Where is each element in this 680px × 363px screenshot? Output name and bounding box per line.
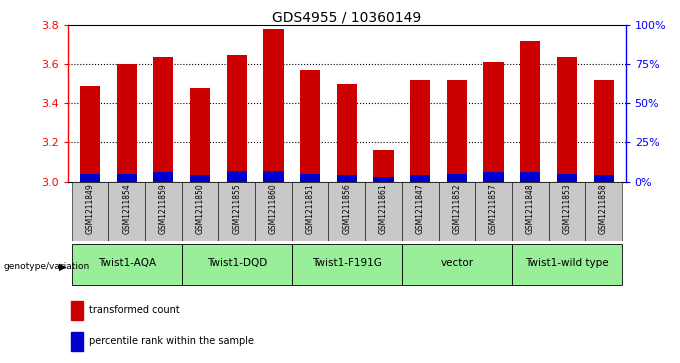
Text: Twist1-AQA: Twist1-AQA: [98, 258, 156, 268]
Bar: [255, 182, 292, 241]
Bar: [145, 182, 182, 241]
Bar: [116, 65, 137, 182]
Title: GDS4955 / 10360149: GDS4955 / 10360149: [272, 10, 422, 24]
Bar: [520, 172, 541, 182]
Text: genotype/variation: genotype/variation: [3, 262, 90, 271]
Text: GSM1211860: GSM1211860: [269, 183, 278, 234]
Text: Twist1-DQD: Twist1-DQD: [207, 258, 267, 268]
Text: GSM1211861: GSM1211861: [379, 183, 388, 234]
Bar: [337, 84, 357, 182]
Text: percentile rank within the sample: percentile rank within the sample: [88, 337, 254, 346]
Bar: [182, 244, 292, 285]
Bar: [153, 57, 173, 182]
Text: GSM1211851: GSM1211851: [305, 183, 315, 234]
Text: vector: vector: [440, 258, 473, 268]
Bar: [447, 174, 467, 182]
Bar: [263, 171, 284, 182]
Text: GSM1211853: GSM1211853: [562, 183, 571, 234]
Bar: [80, 174, 100, 182]
Bar: [116, 174, 137, 182]
Text: GSM1211856: GSM1211856: [342, 183, 352, 234]
Bar: [153, 172, 173, 182]
Bar: [557, 57, 577, 182]
Bar: [549, 182, 585, 241]
Bar: [108, 182, 145, 241]
Bar: [300, 70, 320, 182]
Bar: [182, 182, 218, 241]
Bar: [512, 244, 622, 285]
Bar: [226, 55, 247, 182]
Text: ▶: ▶: [59, 262, 67, 272]
Bar: [483, 172, 504, 182]
Bar: [410, 175, 430, 182]
Bar: [483, 62, 504, 182]
Bar: [328, 182, 365, 241]
Text: GSM1211855: GSM1211855: [233, 183, 241, 234]
Bar: [585, 182, 622, 241]
Bar: [71, 244, 182, 285]
Bar: [439, 182, 475, 241]
Bar: [373, 150, 394, 182]
Bar: [475, 182, 512, 241]
Bar: [300, 174, 320, 182]
Bar: [402, 182, 439, 241]
Text: Twist1-F191G: Twist1-F191G: [312, 258, 381, 268]
Text: GSM1211858: GSM1211858: [599, 183, 608, 234]
Bar: [226, 171, 247, 182]
Bar: [190, 88, 210, 182]
Bar: [520, 41, 541, 182]
Bar: [557, 174, 577, 182]
Bar: [410, 80, 430, 182]
Text: Twist1-wild type: Twist1-wild type: [525, 258, 609, 268]
Bar: [447, 80, 467, 182]
Text: GSM1211850: GSM1211850: [196, 183, 205, 234]
Text: GSM1211852: GSM1211852: [452, 183, 461, 234]
Bar: [190, 175, 210, 182]
Text: GSM1211857: GSM1211857: [489, 183, 498, 234]
Bar: [292, 182, 328, 241]
Bar: [512, 182, 549, 241]
Bar: [71, 182, 108, 241]
Bar: [594, 175, 613, 182]
Text: GSM1211849: GSM1211849: [86, 183, 95, 234]
Bar: [594, 80, 613, 182]
Text: GSM1211854: GSM1211854: [122, 183, 131, 234]
Bar: [80, 86, 100, 182]
Bar: [263, 29, 284, 181]
Text: GSM1211848: GSM1211848: [526, 183, 534, 234]
Bar: [373, 177, 394, 182]
Bar: [71, 332, 83, 351]
Text: GSM1211859: GSM1211859: [159, 183, 168, 234]
Bar: [292, 244, 402, 285]
Bar: [218, 182, 255, 241]
Bar: [365, 182, 402, 241]
Text: GSM1211847: GSM1211847: [415, 183, 425, 234]
Text: transformed count: transformed count: [88, 305, 180, 315]
Bar: [71, 301, 83, 320]
Bar: [337, 175, 357, 182]
Bar: [402, 244, 512, 285]
